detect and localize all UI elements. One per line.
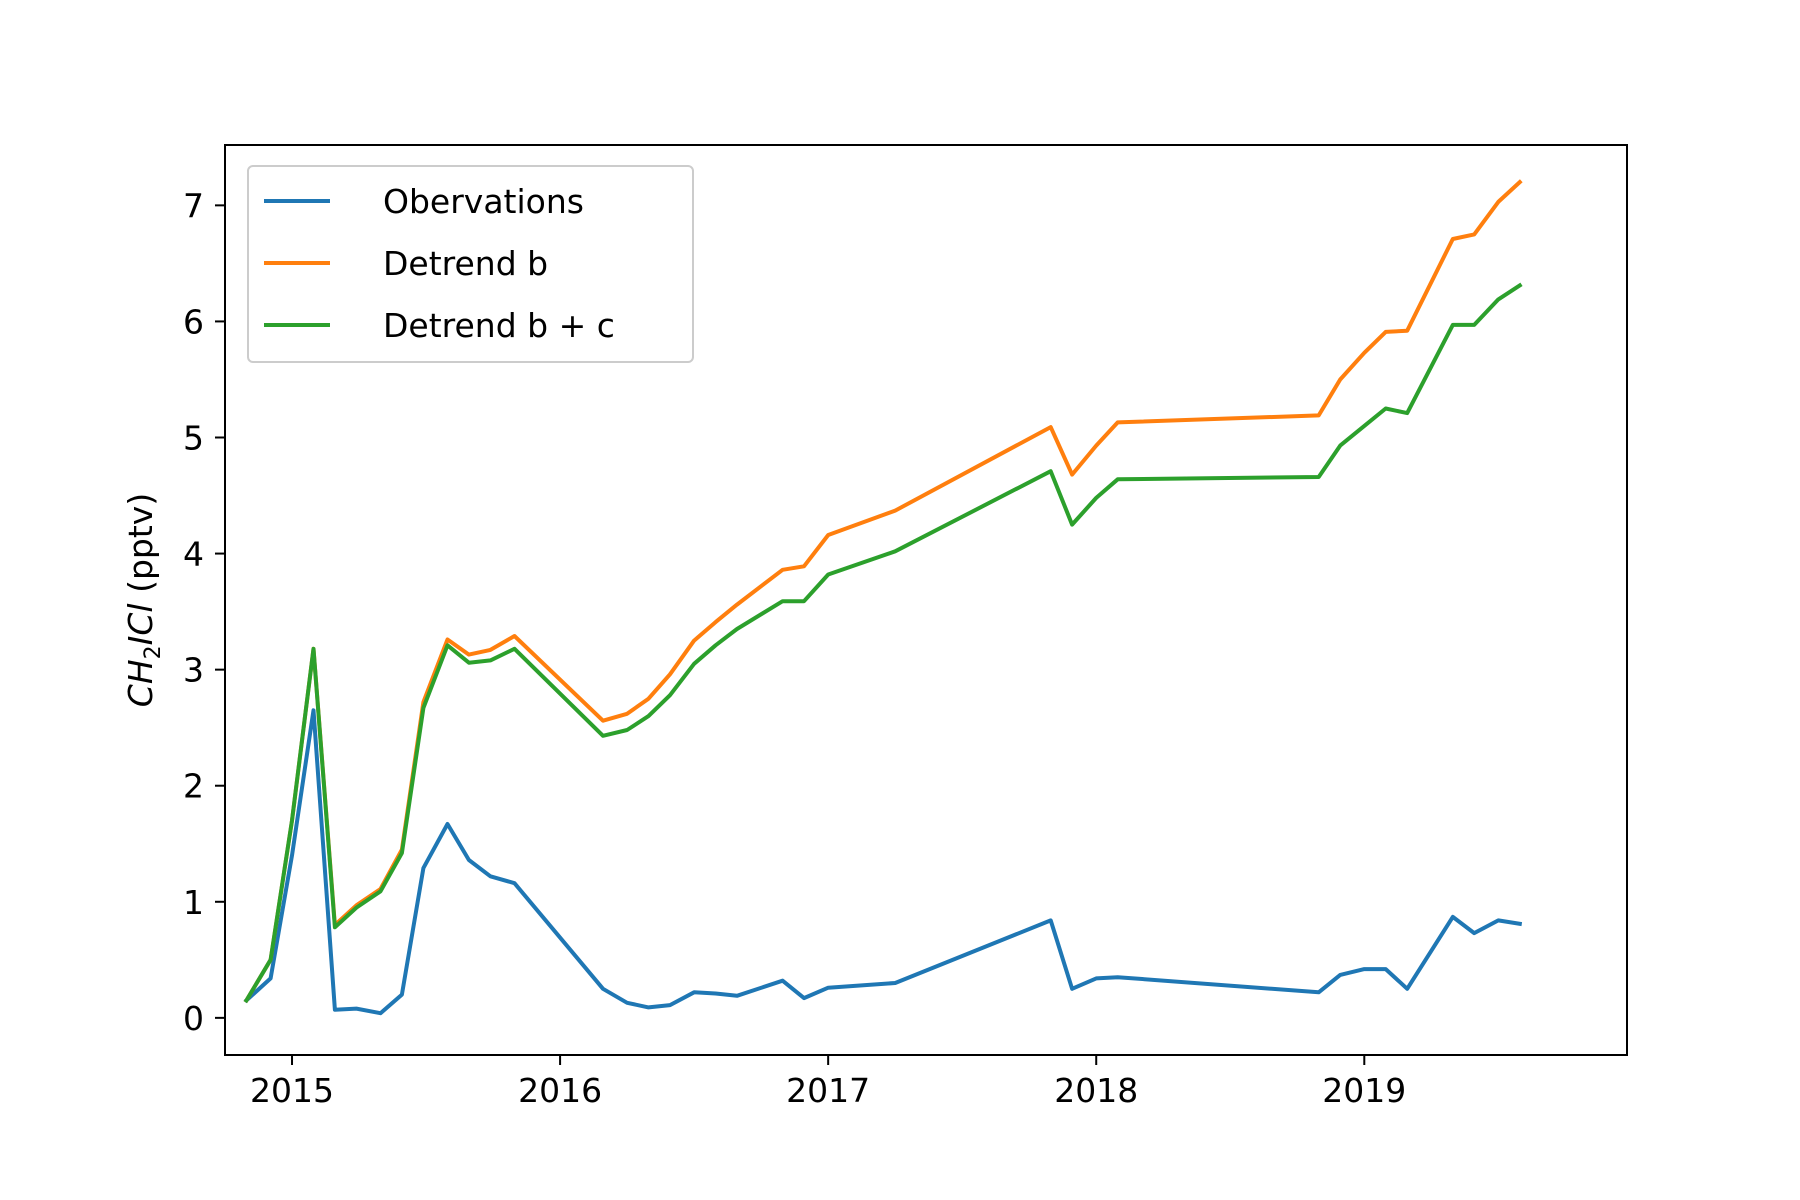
series-line-1 xyxy=(243,708,1523,1016)
legend-label-3: Detrend b + c xyxy=(383,306,615,345)
y-axis-label-subscript: 2 xyxy=(141,645,166,659)
y-axis-label-unit: (pptv) xyxy=(121,493,160,604)
legend-label-1: Obervations xyxy=(383,182,584,221)
y-tick-label: 5 xyxy=(183,419,204,458)
legend-entries: Obervations Detrend b Detrend b + c xyxy=(264,182,615,345)
y-tick-label: 0 xyxy=(183,999,204,1038)
legend-label-2: Detrend b xyxy=(383,244,548,283)
y-axis-label: CH2ICl (pptv) xyxy=(121,493,166,707)
y-tick-label: 3 xyxy=(183,651,204,690)
y-tick-label: 1 xyxy=(183,883,204,922)
x-tick-label: 2015 xyxy=(250,1071,334,1110)
legend: Obervations Detrend b Detrend b + c xyxy=(247,165,694,363)
x-tick-label: 2016 xyxy=(518,1071,602,1110)
x-axis: 2015 2016 2017 2018 2019 xyxy=(250,1055,1406,1110)
series-layer xyxy=(243,179,1523,1016)
x-tick-label: 2018 xyxy=(1054,1071,1138,1110)
y-axis: 0 1 2 3 4 5 6 7 xyxy=(183,186,225,1038)
y-tick-label: 6 xyxy=(183,302,204,341)
y-tick-label: 4 xyxy=(183,535,204,574)
legend-box xyxy=(247,165,694,363)
x-tick-label: 2017 xyxy=(786,1071,870,1110)
y-tick-label: 7 xyxy=(183,186,204,225)
y-tick-label: 2 xyxy=(183,767,204,806)
x-tick-label: 2019 xyxy=(1322,1071,1406,1110)
plot-frame xyxy=(224,144,1628,1056)
y-axis-label-chemical-rest: ICl xyxy=(121,603,160,645)
series-line-3 xyxy=(243,282,1523,1004)
y-axis-label-chemical: CH xyxy=(121,659,160,707)
